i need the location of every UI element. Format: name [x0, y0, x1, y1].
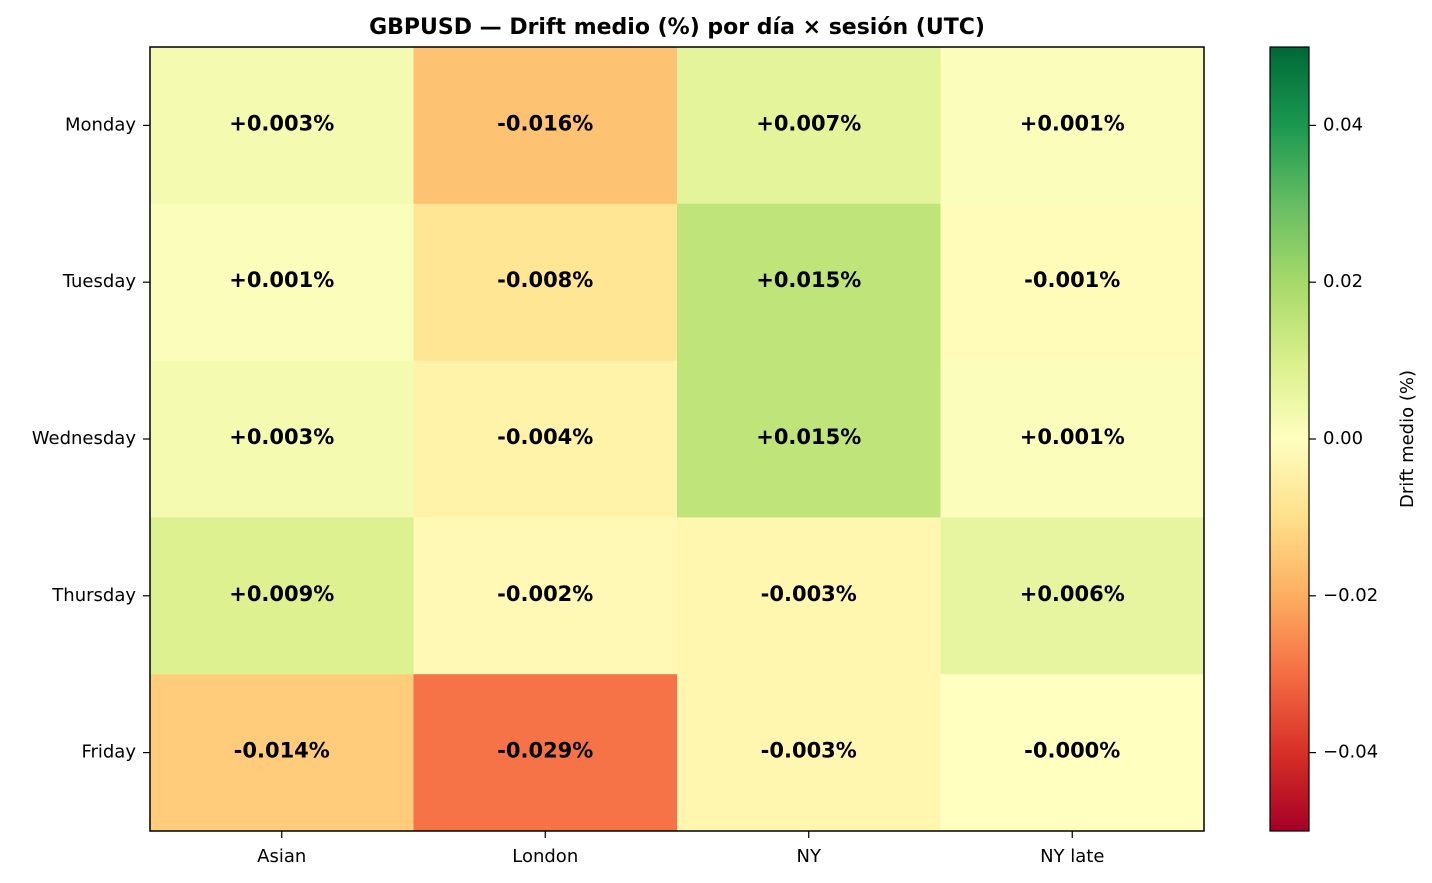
heatmap-cell	[150, 360, 414, 518]
cell-value-label: -0.003%	[761, 582, 857, 606]
heatmap-cell	[940, 203, 1205, 362]
y-axis: Monday Tuesday Wednesday Thursday Friday	[32, 114, 150, 763]
cell-value-label: -0.016%	[497, 111, 593, 135]
heatmap-cell-labels: +0.003% -0.016% +0.007% +0.001% +0.001% -0.00…	[229, 111, 1125, 762]
heatmap-cell	[677, 47, 941, 205]
chart-title: GBPUSD — Drift medio (%) por día × sesió…	[369, 15, 985, 40]
heatmap-cell	[940, 360, 1205, 518]
heatmap-cell	[677, 517, 941, 675]
colorbar-tick-label: 0.00	[1323, 428, 1363, 449]
heatmap-cell	[677, 360, 941, 518]
cell-value-label: -0.029%	[497, 739, 593, 763]
y-tick-label: Friday	[81, 742, 136, 763]
cell-value-label: +0.009%	[229, 582, 334, 606]
y-tick-label: Tuesday	[62, 271, 137, 292]
y-tick-label: Wednesday	[32, 428, 137, 449]
colorbar-tick-label: −0.02	[1323, 585, 1378, 606]
heatmap-cell	[413, 203, 678, 362]
heatmap-cell	[413, 517, 678, 675]
cell-value-label: -0.003%	[761, 739, 857, 763]
heatmap-cell	[150, 517, 414, 675]
cell-value-label: +0.001%	[1020, 425, 1125, 449]
x-tick-label: Asian	[257, 846, 306, 867]
y-tick-label: Thursday	[51, 585, 136, 606]
cell-value-label: +0.007%	[756, 111, 861, 135]
heatmap-cell	[150, 674, 414, 832]
x-tick-label: London	[512, 846, 578, 867]
heatmap-cell	[677, 674, 941, 832]
heatmap-cell	[940, 517, 1205, 675]
heatmap-cell	[940, 674, 1205, 832]
x-tick-label: NY	[797, 846, 822, 867]
cell-value-label: -0.001%	[1024, 268, 1120, 292]
heatmap-cell	[150, 203, 414, 362]
cell-value-label: -0.004%	[497, 425, 593, 449]
cell-value-label: +0.001%	[229, 268, 334, 292]
cell-value-label: -0.002%	[497, 582, 593, 606]
heatmap-cell	[150, 47, 414, 205]
heatmap-cell	[413, 674, 678, 832]
y-tick-label: Monday	[65, 114, 136, 135]
x-tick-label: NY late	[1040, 846, 1104, 867]
cell-value-label: +0.003%	[229, 111, 334, 135]
colorbar-tick-label: 0.04	[1323, 114, 1363, 135]
heatmap-cell	[413, 360, 678, 518]
x-axis: Asian London NY NY late	[257, 831, 1104, 867]
cell-value-label: +0.003%	[229, 425, 334, 449]
heatmap-cell	[940, 47, 1205, 205]
colorbar-axis: 0.04 0.02 0.00 −0.02 −0.04	[1309, 114, 1378, 763]
cell-value-label: -0.000%	[1024, 739, 1120, 763]
heatmap-cell	[413, 47, 678, 205]
cell-value-label: +0.006%	[1020, 582, 1125, 606]
heatmap-cells	[150, 47, 1205, 832]
cell-value-label: -0.008%	[497, 268, 593, 292]
colorbar-tick-label: 0.02	[1323, 271, 1363, 292]
heatmap-cell	[677, 203, 941, 362]
colorbar-label: Drift medio (%)	[1397, 370, 1418, 508]
cell-value-label: -0.014%	[234, 739, 330, 763]
cell-value-label: +0.015%	[756, 268, 861, 292]
colorbar-tick-label: −0.04	[1323, 742, 1378, 763]
cell-value-label: +0.015%	[756, 425, 861, 449]
colorbar	[1269, 46, 1310, 832]
cell-value-label: +0.001%	[1020, 111, 1125, 135]
